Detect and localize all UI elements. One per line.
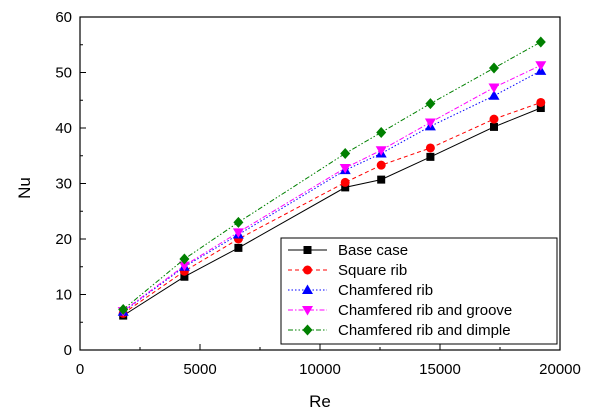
- data-point: [535, 61, 547, 71]
- data-point: [535, 36, 546, 48]
- series-chamfered-rib-and-dimple: [118, 36, 546, 315]
- y-axis: 0 10 20 30 40 50 60: [55, 9, 86, 359]
- legend-marker: [302, 324, 313, 336]
- x-tick-label: 0: [76, 361, 84, 378]
- data-point: [536, 104, 545, 113]
- data-point: [425, 98, 436, 110]
- y-tick-label: 10: [55, 287, 72, 304]
- data-point: [339, 163, 351, 174]
- data-point: [234, 243, 243, 252]
- series-line: [122, 102, 541, 314]
- legend-marker: [303, 246, 312, 254]
- data-point: [233, 216, 244, 228]
- data-point: [178, 261, 190, 272]
- data-point: [536, 97, 546, 107]
- data-point: [488, 90, 500, 100]
- data-point: [376, 160, 386, 170]
- x-tick-label: 5000: [183, 361, 216, 378]
- y-tick-label: 20: [55, 231, 72, 248]
- data-point: [118, 303, 129, 315]
- data-point: [179, 253, 190, 265]
- legend-marker: [302, 284, 313, 294]
- x-axis-label: Re: [309, 392, 331, 411]
- legend-box: [280, 237, 558, 345]
- data-point: [489, 114, 499, 124]
- x-axis: 0 5000 10000 15000 20000: [76, 344, 581, 378]
- data-point: [180, 272, 189, 281]
- data-point: [340, 177, 350, 187]
- data-point: [376, 126, 387, 138]
- data-point: [488, 83, 500, 93]
- legend-marker: [303, 265, 312, 275]
- data-point: [424, 118, 436, 128]
- legend-label: Chamfered rib and dimple: [338, 322, 511, 339]
- data-point: [375, 146, 387, 156]
- legend-label: Square rib: [338, 262, 407, 279]
- legend-label: Chamfered rib and groove: [338, 302, 512, 319]
- series-line: [122, 64, 542, 312]
- y-axis-label: Nu: [15, 177, 34, 199]
- legend: Base case Square rib Chamfered rib Chamfere…: [280, 237, 558, 345]
- data-point: [489, 62, 499, 74]
- x-tick-label: 15000: [419, 361, 461, 378]
- series-line: [122, 41, 542, 310]
- series-line: [122, 107, 541, 317]
- data-point: [426, 152, 435, 161]
- data-point: [341, 183, 350, 192]
- legend-marker: [302, 306, 313, 316]
- y-tick-label: 0: [64, 342, 72, 359]
- y-tick-label: 40: [55, 120, 72, 137]
- series-layer: [117, 36, 547, 320]
- y-tick-label: 60: [55, 9, 72, 26]
- data-point: [377, 175, 386, 184]
- y-tick-label: 30: [55, 176, 72, 193]
- data-point: [340, 148, 351, 160]
- data-point: [232, 228, 244, 238]
- data-point: [425, 143, 435, 153]
- legend-label: Base case: [338, 242, 408, 259]
- y-tick-label: 50: [55, 65, 72, 82]
- x-tick-label: 20000: [539, 361, 581, 378]
- data-point: [490, 122, 498, 131]
- legend-label: Chamfered rib: [338, 282, 433, 299]
- x-tick-label: 10000: [299, 361, 341, 378]
